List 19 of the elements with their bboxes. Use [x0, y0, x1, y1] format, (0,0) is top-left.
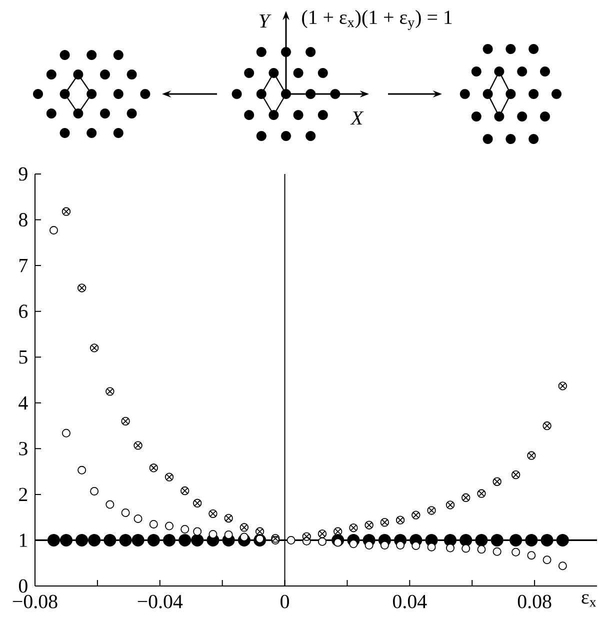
x-tick-label: −0.04	[138, 594, 183, 608]
x-tick-label: −0.08	[12, 594, 58, 608]
y-tick-label: 4	[18, 396, 28, 410]
y-tick-label: 0	[18, 579, 28, 593]
y-tick-label: 9	[18, 167, 28, 181]
x-tick-label: 0.08	[518, 594, 552, 608]
text: X	[350, 111, 364, 125]
y-tick-label: 3	[19, 442, 28, 456]
y-tick-label: 5	[19, 350, 28, 364]
y-tick-label: 8	[18, 213, 28, 226]
x-tick-label: 0	[280, 594, 289, 608]
text: (1 + ε$_{x}$)(1 + ε$_{y}$) = 1	[302, 10, 452, 30]
x-tick-label: 0.04	[392, 594, 427, 608]
x-axis-title: ε$_{x}$	[582, 594, 596, 607]
text: Y	[260, 14, 272, 28]
y-tick-label: 2	[19, 488, 28, 502]
y-tick-label: 7	[20, 259, 28, 272]
y-tick-label: 6	[19, 304, 28, 318]
y-tick-label: 1	[20, 534, 27, 547]
